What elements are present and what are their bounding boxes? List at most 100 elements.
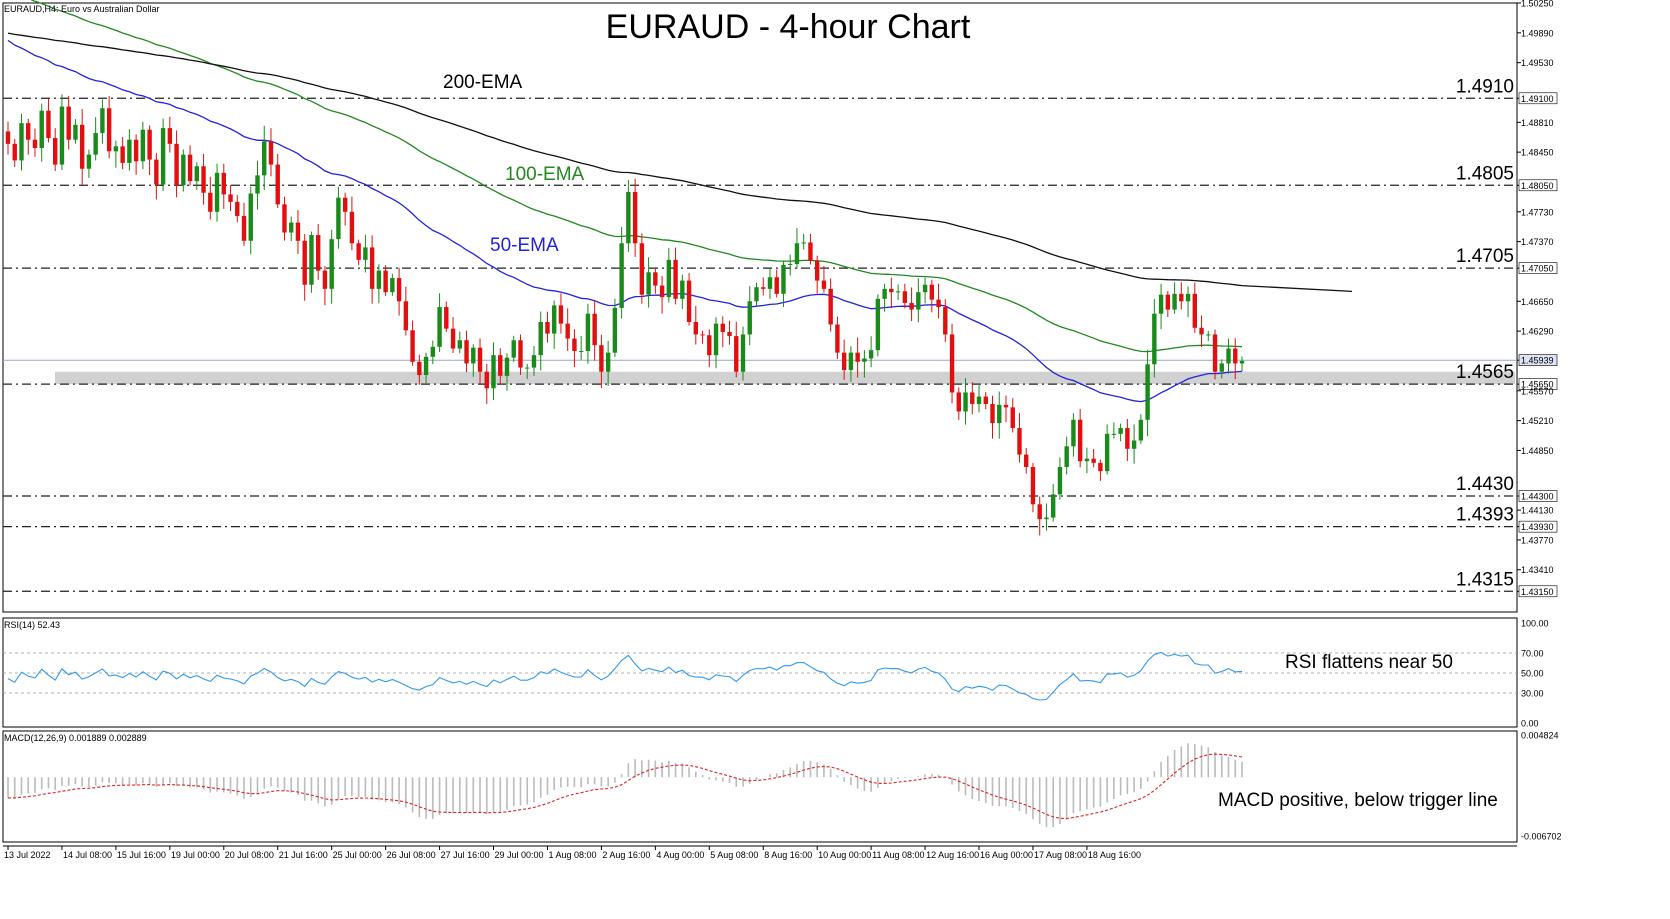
- time-label: 18 Aug 16:00: [1088, 850, 1141, 860]
- candle-body: [841, 352, 847, 371]
- time-label: 4 Aug 00:00: [656, 850, 704, 860]
- candle-body: [875, 298, 881, 351]
- time-label: 15 Jul 16:00: [117, 850, 166, 860]
- level-label: 1.4910: [1456, 76, 1514, 97]
- candle-body: [464, 340, 469, 364]
- candle-body: [538, 322, 543, 356]
- candle-body: [936, 299, 941, 308]
- price-tick-label: 1.45210: [1521, 416, 1554, 426]
- candle-body: [1192, 293, 1197, 328]
- candle-body: [221, 172, 226, 195]
- rsi-tick-label: 0.00: [1521, 719, 1539, 729]
- candle-body: [248, 193, 253, 241]
- candle-body: [133, 139, 139, 162]
- candle-body: [289, 222, 294, 233]
- time-label: 2 Aug 16:00: [602, 850, 650, 860]
- candle-body: [1064, 446, 1069, 467]
- candle-body: [693, 322, 699, 335]
- candle-body: [504, 357, 510, 376]
- ema50-line: [7, 39, 1243, 403]
- ema100-label: 100-EMA: [505, 164, 585, 185]
- price-tick-label: 1.48810: [1521, 118, 1554, 128]
- candle-body: [592, 313, 597, 346]
- candle-body: [1138, 419, 1144, 441]
- time-label: 27 Jul 16:00: [441, 850, 490, 860]
- candle-body: [457, 340, 462, 349]
- candle-body: [1091, 458, 1096, 463]
- main-plot-frame: [2, 2, 1518, 847]
- candle-body: [612, 307, 618, 353]
- candle-body: [943, 307, 948, 335]
- candle-body: [1158, 294, 1164, 314]
- macd-panel-frame: [2, 730, 1518, 843]
- candle-body: [1084, 458, 1090, 462]
- candle-body: [990, 404, 995, 424]
- candle-body: [208, 192, 213, 212]
- candle-body: [970, 392, 975, 405]
- candle-body: [363, 247, 368, 260]
- candle-body: [1125, 428, 1130, 449]
- time-label: 19 Jul 00:00: [171, 850, 220, 860]
- candle-body: [437, 307, 442, 347]
- candle-body: [511, 340, 516, 358]
- candle-body: [46, 110, 51, 139]
- candle-body: [572, 338, 577, 351]
- candle-body: [86, 154, 92, 169]
- price-tag: [1518, 262, 1558, 274]
- candle-body: [235, 201, 240, 216]
- candle-body: [686, 280, 692, 322]
- support-zone-band: [55, 371, 1515, 385]
- candle-body: [167, 128, 173, 144]
- candle-body: [585, 313, 591, 351]
- candle-body: [309, 235, 314, 285]
- candle-body: [53, 138, 58, 165]
- candle-body: [1024, 454, 1029, 467]
- candle-body: [646, 272, 651, 295]
- rsi-line: [7, 651, 1243, 701]
- candle-body: [666, 259, 672, 298]
- horizontal-levels: 1.4910 1.4805 1.4705 1.4565 1.4430 1.4393 1.43…: [3, 76, 1517, 592]
- candle-body: [525, 367, 530, 369]
- candle-body: [747, 301, 752, 335]
- ema200-label: 200-EMA: [443, 72, 523, 93]
- candle-body: [909, 302, 914, 310]
- candle-body: [997, 404, 1002, 424]
- candle-body: [390, 278, 395, 293]
- candle-body: [828, 288, 833, 325]
- support-zone: [55, 371, 1515, 385]
- rsi-panel-frame: [2, 617, 1518, 728]
- time-label: 1 Aug 08:00: [548, 850, 596, 860]
- price-tick-label: 1.50250: [1521, 0, 1554, 9]
- chart-title: EURAUD - 4-hour Chart: [606, 8, 971, 46]
- candle-body: [491, 355, 496, 389]
- candle-body: [228, 194, 233, 202]
- candle-body: [551, 305, 557, 334]
- candle-body: [106, 108, 112, 152]
- time-label: 20 Jul 08:00: [225, 850, 274, 860]
- macd-tick-label: 0.004824: [1521, 731, 1559, 741]
- candle-body: [531, 355, 537, 368]
- candle-body: [963, 392, 968, 412]
- candle-body: [1111, 433, 1117, 435]
- price-tag: [1518, 92, 1558, 105]
- rsi-tick-label: 50.00: [1521, 669, 1544, 679]
- candle-body: [174, 143, 179, 186]
- candle-body: [376, 270, 382, 289]
- macd-panel: 0.004824 -0.006702: [7, 731, 1562, 842]
- candle-body: [1185, 293, 1191, 302]
- candle-body: [295, 222, 301, 241]
- time-label: 16 Aug 00:00: [980, 850, 1033, 860]
- candle-body: [369, 247, 375, 289]
- candle-body: [1212, 334, 1218, 372]
- price-tick-label: 1.44850: [1521, 446, 1554, 456]
- candle-body: [255, 175, 260, 194]
- candle-body: [444, 307, 449, 329]
- candle-body: [673, 259, 678, 299]
- candle-body: [201, 166, 206, 193]
- price-tag: [1518, 179, 1558, 192]
- candle-body: [302, 240, 307, 285]
- candle-body: [862, 358, 867, 362]
- candle-body: [1003, 404, 1009, 408]
- candle-body: [1044, 517, 1049, 520]
- candle-body: [814, 260, 820, 281]
